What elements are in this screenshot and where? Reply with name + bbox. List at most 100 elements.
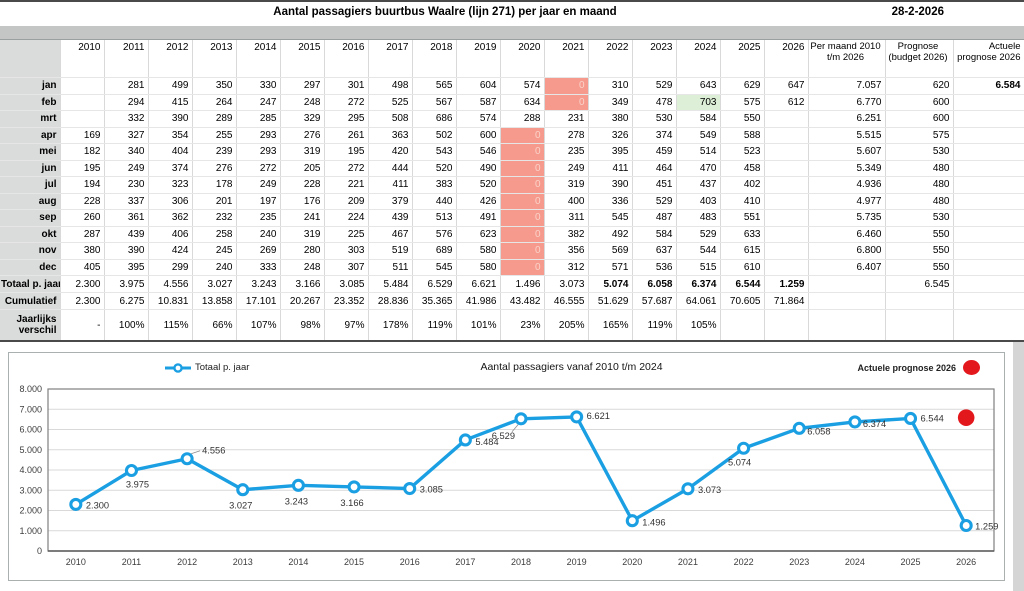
- cell-okt-2010[interactable]: 287: [60, 226, 105, 243]
- cell-mrt-2019[interactable]: 574: [456, 110, 501, 128]
- year-header-2014[interactable]: 2014: [236, 40, 281, 78]
- cell-cumulatief-2022[interactable]: 51.629: [588, 292, 633, 310]
- cell-dec-2010[interactable]: 405: [60, 259, 105, 276]
- cell-mrt-2017[interactable]: 508: [368, 110, 413, 128]
- per-maand-header[interactable]: Per maand 2010 t/m 2026: [808, 40, 886, 78]
- cell-mrt-2021[interactable]: 231: [544, 110, 589, 128]
- cell-dec-actueel[interactable]: [953, 259, 1024, 276]
- cell-sep-2019[interactable]: 491: [456, 209, 501, 227]
- chart-legend-totaal[interactable]: Totaal p. jaar: [165, 362, 249, 373]
- cell-jaarlijks-verschil-2023[interactable]: 119%: [632, 309, 677, 342]
- cell-mei-2015[interactable]: 319: [280, 143, 325, 161]
- row-label-jun[interactable]: jun: [0, 160, 61, 177]
- cell-dec-2012[interactable]: 299: [148, 259, 193, 276]
- cell-dec-2023[interactable]: 536: [632, 259, 677, 276]
- cell-mei-2019[interactable]: 546: [456, 143, 501, 161]
- cell-mrt-2013[interactable]: 289: [192, 110, 237, 128]
- cell-okt-2011[interactable]: 439: [104, 226, 149, 243]
- cell-apr-2024[interactable]: 549: [676, 127, 721, 144]
- cell-jaarlijks-verschil-2024[interactable]: 105%: [676, 309, 721, 342]
- cell-mei-actueel[interactable]: [953, 143, 1024, 161]
- cell-jul-2010[interactable]: 194: [60, 176, 105, 194]
- cell-feb-2014[interactable]: 247: [236, 94, 281, 111]
- cell-aug-actueel[interactable]: [953, 193, 1024, 210]
- chart-legend-prognose[interactable]: Actuele prognose 2026: [857, 360, 980, 375]
- cell-jun-2012[interactable]: 374: [148, 160, 193, 177]
- cell-dec-2013[interactable]: 240: [192, 259, 237, 276]
- cell-feb-2016[interactable]: 272: [324, 94, 369, 111]
- cell-aug-2013[interactable]: 201: [192, 193, 237, 210]
- cell-dec-2015[interactable]: 248: [280, 259, 325, 276]
- cell-mei-2024[interactable]: 514: [676, 143, 721, 161]
- cell-jun-2024[interactable]: 470: [676, 160, 721, 177]
- cell-aug-2016[interactable]: 209: [324, 193, 369, 210]
- cell-sep-2023[interactable]: 487: [632, 209, 677, 227]
- cell-mrt-per-maand[interactable]: 6.251: [808, 110, 886, 128]
- cell-aug-2012[interactable]: 306: [148, 193, 193, 210]
- year-header-2018[interactable]: 2018: [412, 40, 457, 78]
- cell-cumulatief-2021[interactable]: 46.555: [544, 292, 589, 310]
- cell-jun-actueel[interactable]: [953, 160, 1024, 177]
- cell-feb-2021[interactable]: 0: [544, 94, 589, 111]
- cell-sep-2011[interactable]: 361: [104, 209, 149, 227]
- cell-mei-2010[interactable]: 182: [60, 143, 105, 161]
- cell-mrt-2026[interactable]: [764, 110, 809, 128]
- year-header-2024[interactable]: 2024: [676, 40, 721, 78]
- cell-jun-2015[interactable]: 205: [280, 160, 325, 177]
- cell-totaal-p-jaar-2022[interactable]: 5.074: [588, 275, 633, 293]
- cell-totaal-p-jaar-2019[interactable]: 6.621: [456, 275, 501, 293]
- cell-totaal-p-jaar-2014[interactable]: 3.243: [236, 275, 281, 293]
- cell-jaarlijks-verschil-actueel[interactable]: [953, 309, 1024, 342]
- row-label-cumulatief[interactable]: Cumulatief: [0, 292, 61, 310]
- cell-dec-2018[interactable]: 545: [412, 259, 457, 276]
- cell-mrt-2012[interactable]: 390: [148, 110, 193, 128]
- cell-sep-2025[interactable]: 551: [720, 209, 765, 227]
- cell-sep-2016[interactable]: 224: [324, 209, 369, 227]
- cell-jan-2024[interactable]: 643: [676, 77, 721, 95]
- cell-aug-2024[interactable]: 403: [676, 193, 721, 210]
- cell-okt-prognose[interactable]: 550: [885, 226, 954, 243]
- cell-nov-2010[interactable]: 380: [60, 242, 105, 260]
- cell-sep-actueel[interactable]: [953, 209, 1024, 227]
- cell-cumulatief-2017[interactable]: 28.836: [368, 292, 413, 310]
- cell-jun-per-maand[interactable]: 5.349: [808, 160, 886, 177]
- cell-nov-2014[interactable]: 269: [236, 242, 281, 260]
- cell-mrt-2015[interactable]: 329: [280, 110, 325, 128]
- cell-jan-2026[interactable]: 647: [764, 77, 809, 95]
- cell-sep-2018[interactable]: 513: [412, 209, 457, 227]
- cell-apr-2015[interactable]: 276: [280, 127, 325, 144]
- row-label-jaarlijks-verschil[interactable]: Jaarlijks verschil: [0, 309, 61, 342]
- row-label-mrt[interactable]: mrt: [0, 110, 61, 128]
- cell-mrt-prognose[interactable]: 600: [885, 110, 954, 128]
- cell-cumulatief-2020[interactable]: 43.482: [500, 292, 545, 310]
- cell-aug-2026[interactable]: [764, 193, 809, 210]
- cell-aug-per-maand[interactable]: 4.977: [808, 193, 886, 210]
- cell-nov-actueel[interactable]: [953, 242, 1024, 260]
- cell-okt-2022[interactable]: 492: [588, 226, 633, 243]
- cell-feb-2011[interactable]: 294: [104, 94, 149, 111]
- cell-jun-2023[interactable]: 464: [632, 160, 677, 177]
- cell-jun-2019[interactable]: 490: [456, 160, 501, 177]
- cell-dec-2019[interactable]: 580: [456, 259, 501, 276]
- cell-okt-2026[interactable]: [764, 226, 809, 243]
- cell-jun-2020[interactable]: 0: [500, 160, 545, 177]
- cell-apr-2023[interactable]: 374: [632, 127, 677, 144]
- cell-mei-2013[interactable]: 239: [192, 143, 237, 161]
- cell-nov-prognose[interactable]: 550: [885, 242, 954, 260]
- cell-jan-prognose[interactable]: 620: [885, 77, 954, 95]
- cell-apr-2026[interactable]: [764, 127, 809, 144]
- cell-jaarlijks-verschil-2025[interactable]: [720, 309, 765, 342]
- cell-totaal-p-jaar-2021[interactable]: 3.073: [544, 275, 589, 293]
- cell-cumulatief-2012[interactable]: 10.831: [148, 292, 193, 310]
- cell-jan-2021[interactable]: 0: [544, 77, 589, 95]
- year-header-2016[interactable]: 2016: [324, 40, 369, 78]
- cell-cumulatief-2013[interactable]: 13.858: [192, 292, 237, 310]
- cell-jul-2014[interactable]: 249: [236, 176, 281, 194]
- cell-jaarlijks-verschil-2018[interactable]: 119%: [412, 309, 457, 342]
- cell-cumulatief-2026[interactable]: 71.864: [764, 292, 809, 310]
- cell-feb-2013[interactable]: 264: [192, 94, 237, 111]
- cell-aug-2014[interactable]: 197: [236, 193, 281, 210]
- cell-dec-2020[interactable]: 0: [500, 259, 545, 276]
- year-header-2013[interactable]: 2013: [192, 40, 237, 78]
- year-header-2026[interactable]: 2026: [764, 40, 809, 78]
